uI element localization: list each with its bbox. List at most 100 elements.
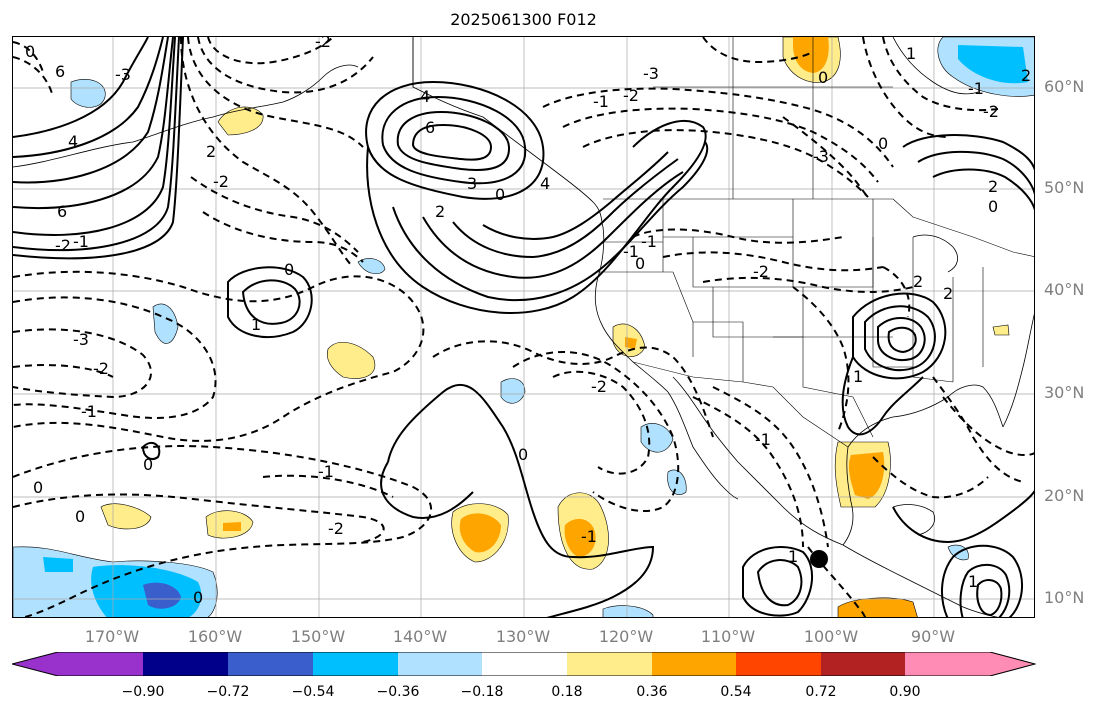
colorbar-tick-label: −0.54 [291,684,335,700]
contour-ridge-5 [482,151,669,240]
contour-s-low-2 [756,559,803,607]
lon-label-110w: 110°W [700,627,756,646]
contour-dash-6 [13,493,385,543]
contour-label: 3 [467,174,477,193]
contour-label: 0 [284,260,294,279]
contour-sw-low-3 [976,579,1003,617]
coast-yucatan [892,504,935,536]
colorbar-tick-label: −0.72 [206,684,250,700]
contour-label: -3 [73,330,89,349]
coast-central-america [842,544,999,617]
contour-ne-high-2 [917,150,1034,196]
coast-westus [594,226,669,393]
contour-label: -1 [623,242,639,261]
contour-ne-pac-high-1 [365,80,545,200]
contour-dash-25 [782,116,869,198]
contour-label: -2 [93,359,109,378]
contour-dash-29 [882,266,911,318]
contour-label: -1 [593,92,609,111]
contour-dash-34 [872,456,989,499]
colorbar-segment-deep-sky-blue [313,652,398,676]
contour-label: -1 [755,430,771,449]
patch-blue-mid [357,258,386,275]
patch-cyan-sw2 [43,557,73,572]
contour-dash-24 [582,129,869,198]
contour-dash-17 [197,37,374,94]
colorbar-tick-label: 0.36 [636,684,668,700]
contour-dash-2 [13,296,217,419]
state-nv-ut [672,271,694,357]
contour-mid-low-inner [241,279,301,325]
patch-blue-hawaii-n [152,303,179,344]
patch-blue-bottom [602,605,654,617]
contour-west-high-7 [13,37,184,260]
colorbar-tick-label: 0.18 [551,684,583,700]
contour-dash-31 [932,376,1024,483]
coast-hudson [892,37,979,95]
location-marker-dot[interactable] [810,550,828,568]
contour-label: -2 [315,37,331,51]
contour-gulf-tail [841,356,924,436]
lat-label-30n: 30°N [1044,383,1085,402]
contour-dash-16 [207,37,334,65]
contour-west-high-5 [13,37,176,236]
contour-dash-14 [662,251,884,272]
contour-label: -1 [968,79,984,98]
contour-se-us-high-3 [877,317,926,361]
contour-label: 0 [33,478,43,497]
patch-blue-coast [500,378,526,404]
contour-label: -2 [753,262,769,281]
contour-dash-5 [13,445,433,617]
contour-sw-low-2 [959,563,1011,617]
contour-dash-26 [862,37,949,138]
contour-label: -3 [115,65,131,84]
colorbar-tick-label: 0.72 [805,684,837,700]
colorbar-tick-label: 0.90 [889,684,921,700]
contour-label: 4 [540,174,550,193]
contour-se-us-high-4 [887,326,917,354]
contour-label: 0 [635,254,645,273]
colorbar-segment-light-yellow [567,652,652,676]
contour-ridge-3 [422,171,684,279]
colorbar-segment-orange [652,652,736,676]
patch-yellow-se [992,324,1010,336]
map-title: 2025061300 F012 [450,10,597,29]
contour-label: 2 [943,284,953,303]
contour-dash-10 [552,370,651,475]
map-panel[interactable]: -3 -2 -1 0 -1 0 -2 -1 0 -3 -2 -1 0 6 4 6… [12,36,1035,618]
contour-label: -2 [591,377,607,396]
contour-dash-23 [562,107,879,183]
contour-label: 0 [988,197,998,216]
patch-yellow-sw1 [100,503,152,530]
coast-baja [667,391,739,500]
contour-dash-11 [692,396,804,548]
contour-dash-4 [13,364,114,378]
patch-yellow-mid1 [326,342,376,379]
lat-label-40n: 40°N [1044,280,1085,299]
contour-zero-hawaii [141,441,161,460]
contour-label: 1 [968,572,978,591]
contour-dash-12 [712,386,829,548]
contour-dash-27 [882,37,999,112]
contour-dash-8 [432,340,714,438]
lon-label-130w: 130°W [495,627,551,646]
contour-west-high-6 [13,37,180,252]
contour-dash-18 [187,37,364,148]
contour-label: 2 [988,177,998,196]
contour-east-zero [892,490,1034,544]
contour-label: 1 [788,547,798,566]
lon-label-90w: 90°W [910,627,956,646]
contour-west-high-4 [13,37,174,210]
contour-sw-low [941,544,1024,617]
contour-label: 2 [206,142,216,161]
contour-dash-22 [542,87,894,168]
contour-dash-20 [190,176,359,253]
patch-royal-sw [143,582,181,609]
patch-blue-nw [70,78,106,108]
contour-label: 6 [57,202,67,221]
patch-orange-top-inner [793,37,829,73]
state-tx [773,336,874,438]
lat-label-20n: 20°N [1044,486,1085,505]
contour-dash-13 [632,228,844,244]
colorbar-segment-pink [905,652,1035,676]
